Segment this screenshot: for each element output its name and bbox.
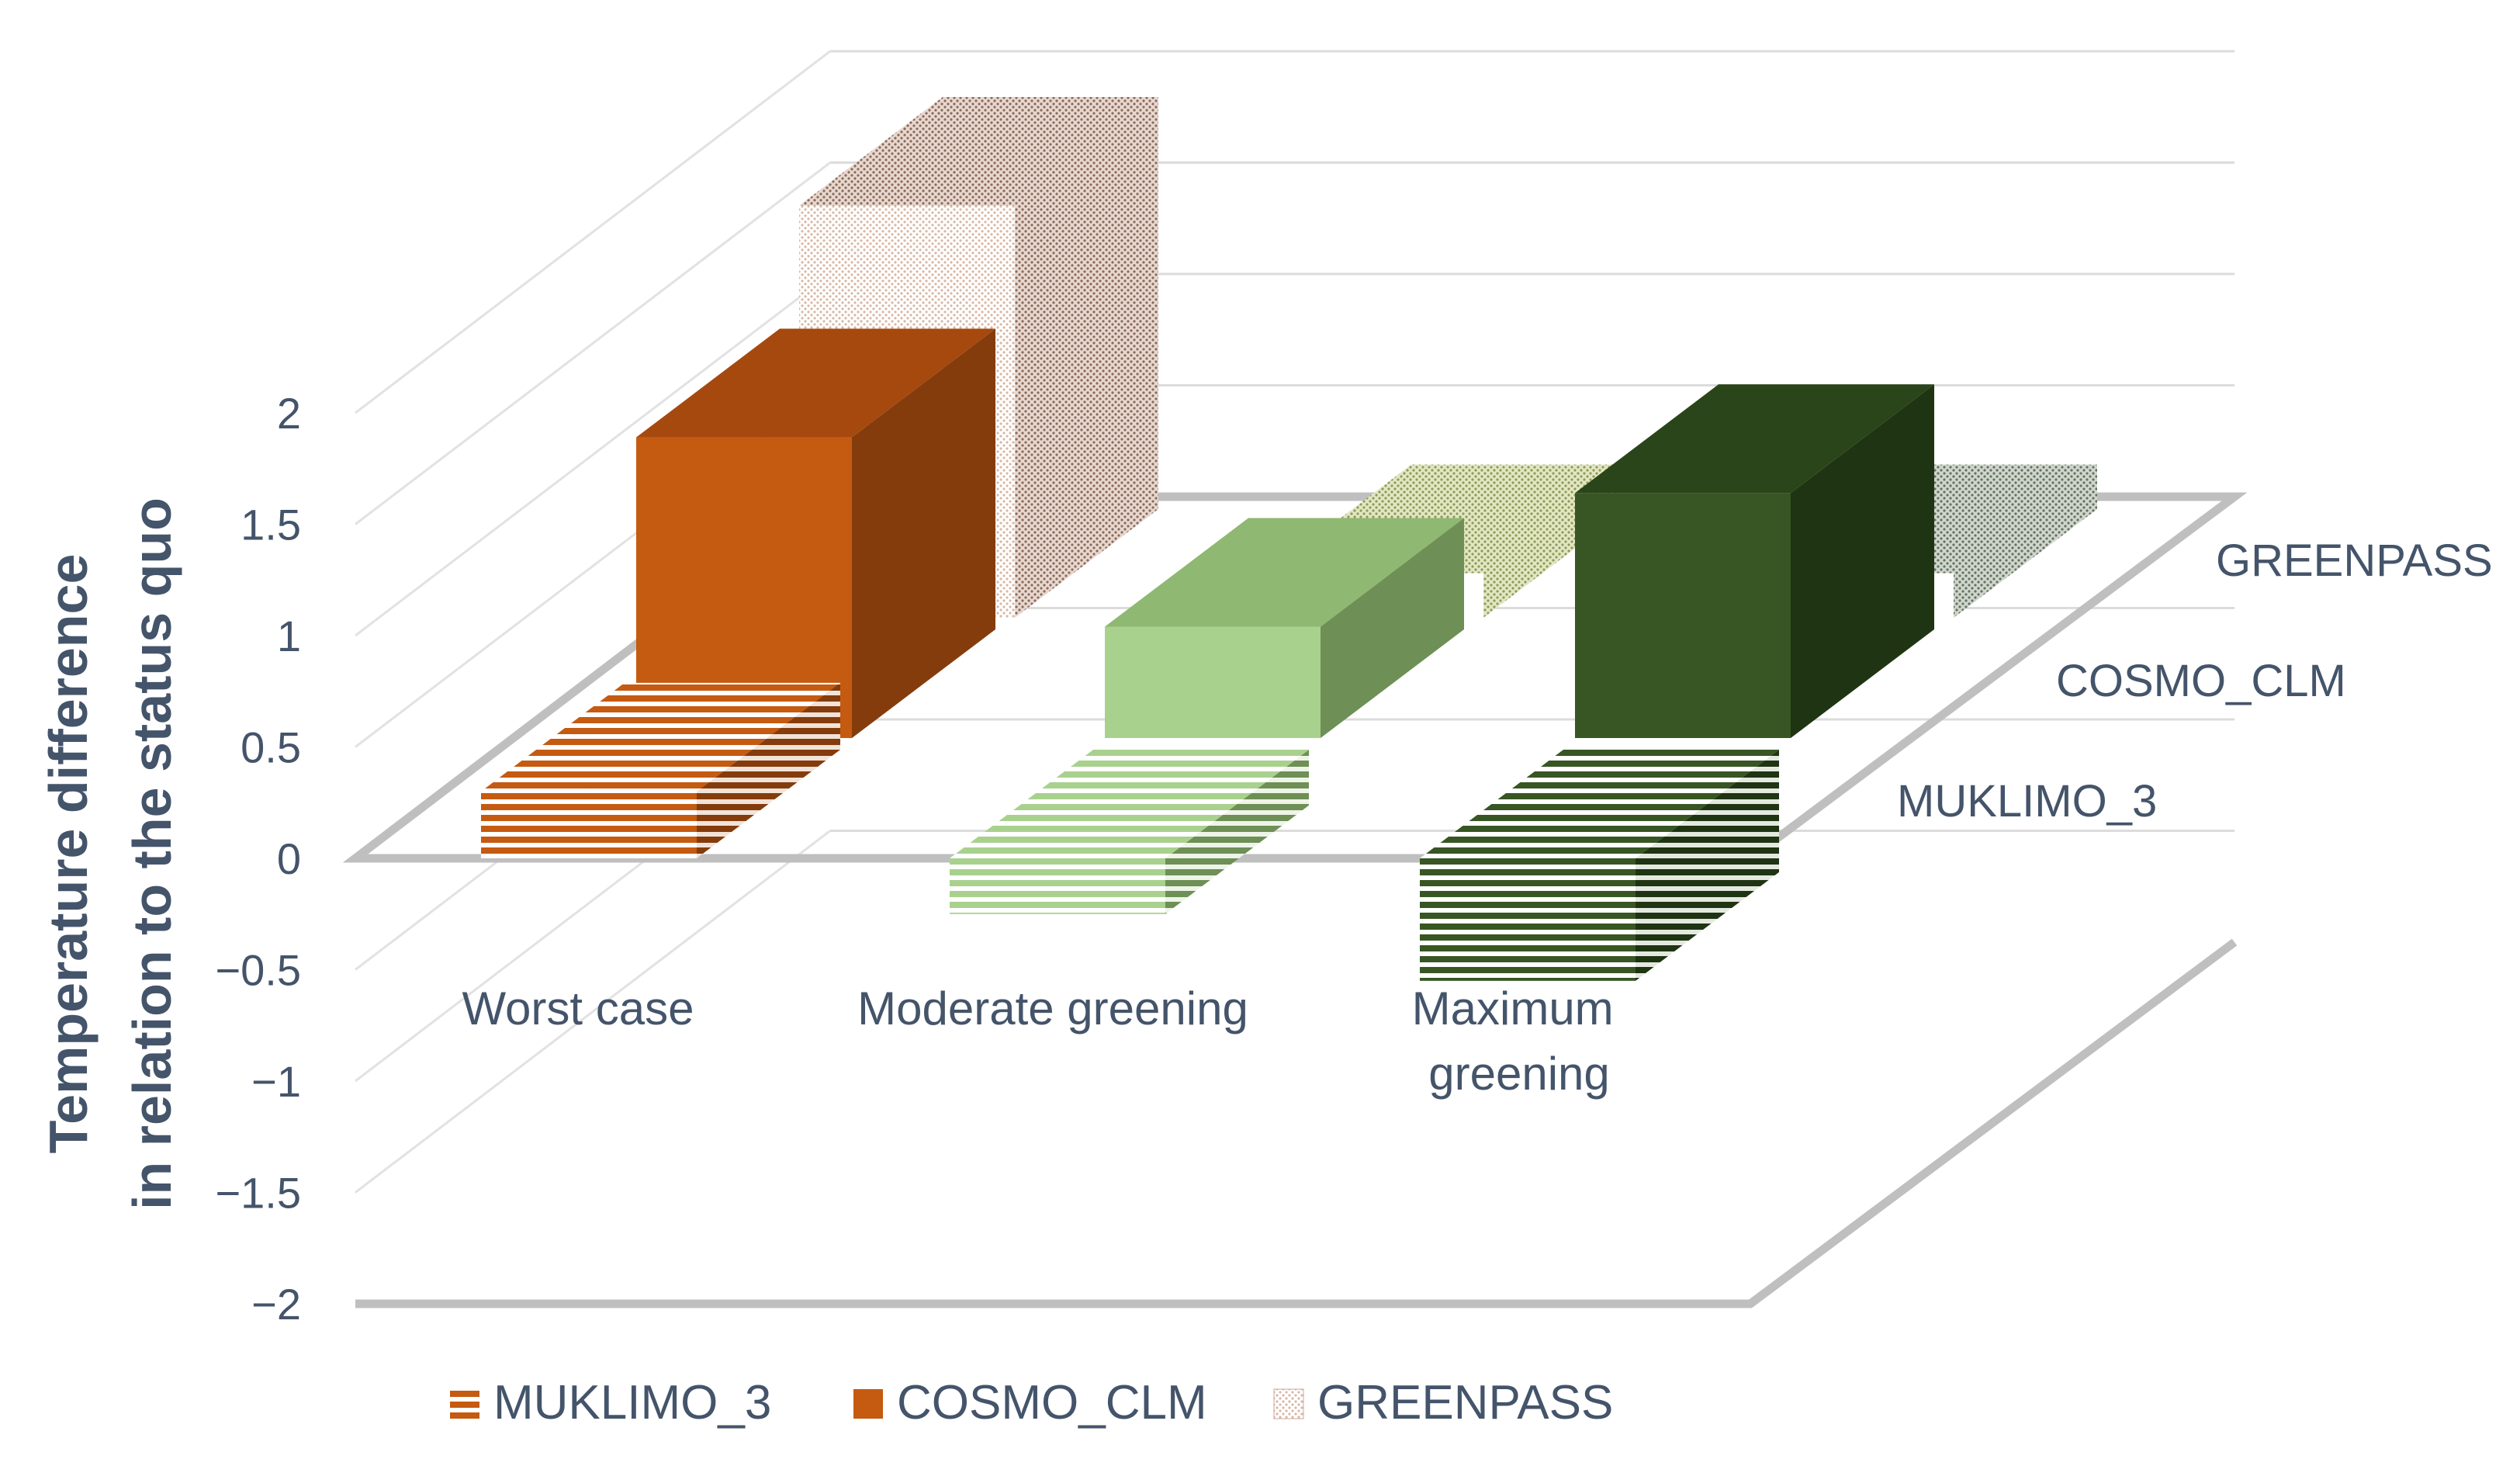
bar-top-face	[799, 97, 1158, 206]
bar-side-face	[1954, 464, 2097, 618]
bar-front-face	[1420, 858, 1636, 981]
category-label-moderate-greening: Moderate greening	[857, 982, 1248, 1034]
bar-side-face	[1165, 750, 1309, 914]
bar-top-face	[1105, 518, 1464, 627]
series-label-muklimo-3: MUKLIMO_3	[1897, 776, 2157, 827]
bar-front-face	[1105, 626, 1321, 738]
y-tick-label: 0	[277, 834, 301, 883]
legend-item-muklimo-3: MUKLIMO_3	[450, 1376, 771, 1430]
bar-top-face	[1420, 750, 1779, 858]
bar-side-face	[1321, 518, 1464, 738]
front-floor-edge	[355, 938, 2238, 1308]
bar-side-face	[852, 328, 995, 738]
bar-top-face	[950, 750, 1309, 858]
bar-front-face	[481, 791, 697, 858]
legend-label-muklimo-3: MUKLIMO_3	[493, 1376, 771, 1430]
y-tick-label: −1	[251, 1057, 301, 1106]
legend-swatch-muklimo-3	[450, 1389, 479, 1419]
bar-top-face	[636, 328, 995, 438]
bar-2-1	[1575, 384, 1934, 738]
y-axis-ticks: 2 1.5 1 0.5 0 −0.5 −1 −1.5 −2	[215, 389, 301, 1329]
legend: MUKLIMO_3 COSMO_CLM GREENPASS	[450, 1376, 1613, 1430]
bar-side-face	[1791, 384, 1934, 738]
depth-gridline	[355, 830, 831, 1194]
legend-item-greenpass: GREENPASS	[1273, 1376, 1613, 1430]
category-labels: Worst case Moderate greening Maximum gre…	[462, 982, 1627, 1100]
y-tick-label: −1.5	[215, 1169, 301, 1218]
legend-label-cosmo-clm: COSMO_CLM	[897, 1376, 1207, 1430]
legend-item-cosmo-clm: COSMO_CLM	[853, 1376, 1207, 1430]
y-axis-title-line1: Temperature difference	[38, 554, 99, 1154]
bar-layer	[481, 97, 2097, 981]
bar-side-face	[1636, 750, 1779, 981]
legend-swatch-cosmo-clm	[853, 1389, 883, 1419]
y-tick-label: −2	[251, 1280, 301, 1329]
y-tick-label: 2	[277, 389, 301, 438]
y-tick-label: 0.5	[241, 723, 301, 772]
category-label-maximum-greening-line1: Maximum	[1412, 982, 1614, 1034]
legend-swatch-greenpass	[1273, 1388, 1304, 1419]
bar-front-face	[1575, 493, 1791, 738]
category-label-maximum-greening-line2: greening	[1428, 1048, 1610, 1100]
bar-side-face	[697, 682, 840, 858]
category-label-maximum-greening: Maximum greening	[1412, 982, 1627, 1100]
series-depth-labels: GREENPASS COSMO_CLM MUKLIMO_3	[1897, 535, 2493, 827]
y-tick-label: 1.5	[241, 501, 301, 549]
y-tick-label: 1	[277, 612, 301, 660]
bar-2-0	[1420, 750, 1779, 981]
category-label-worst-case: Worst case	[462, 982, 694, 1034]
depth-gridline	[355, 161, 831, 525]
y-axis-title: Temperature difference in relation to th…	[38, 497, 182, 1210]
bar-top-face	[1575, 384, 1934, 494]
bar-front-face	[950, 858, 1165, 914]
bar-0-0	[481, 682, 840, 858]
series-label-greenpass: GREENPASS	[2216, 535, 2493, 586]
y-tick-label: −0.5	[215, 946, 301, 995]
bar-1-0	[950, 750, 1309, 914]
bottom-floor-edge	[355, 938, 2238, 1308]
legend-label-greenpass: GREENPASS	[1317, 1376, 1613, 1430]
depth-gridline	[355, 272, 831, 637]
depth-gridline	[355, 50, 831, 414]
y-axis-title-line2: in relation to the status quo	[122, 497, 182, 1210]
bar-top-face	[481, 682, 840, 792]
bar-0-1	[636, 328, 995, 738]
series-label-cosmo-clm: COSMO_CLM	[2056, 656, 2346, 706]
bar-1-1	[1105, 518, 1464, 738]
bar-side-face	[1015, 97, 1158, 619]
